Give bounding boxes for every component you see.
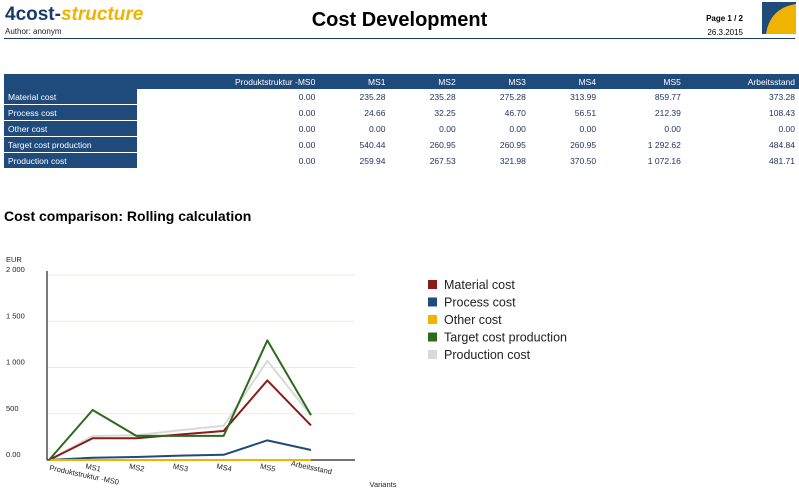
table-cell: 0.00: [459, 120, 530, 137]
table-cell: 267.53: [389, 152, 460, 169]
page-info: Page 1 / 2 26.3.2015: [706, 12, 743, 40]
table-cell: 0.00: [137, 120, 320, 137]
table-cell: 0.00: [389, 120, 460, 137]
x-tick-label: MS3: [172, 462, 189, 474]
chart-section-title: Cost comparison: Rolling calculation: [4, 208, 252, 224]
legend-label: Other cost: [444, 313, 502, 327]
author-label: Author: anonym: [5, 27, 62, 36]
table-cell: 373.28: [684, 89, 799, 105]
table-cell: 235.28: [319, 89, 390, 105]
x-tick-label: MS2: [128, 462, 145, 474]
brand-accent: structure: [60, 4, 144, 25]
cost-table: Produktstruktur -MS0 MS1 MS2 MS3 MS4 MS5…: [4, 74, 799, 169]
table-cell: 321.98: [459, 152, 530, 169]
table-cell: 1 292.62: [600, 136, 685, 153]
series-line-material-cost: [48, 379, 312, 461]
column-header: MS1: [319, 74, 390, 89]
legend-label: Target cost production: [444, 331, 567, 345]
table-corner-cell: [4, 74, 137, 89]
table-cell: 313.99: [529, 89, 601, 105]
table-cell: 0.00: [529, 120, 601, 137]
table-cell: 0.00: [137, 136, 320, 153]
legend-swatch: [428, 297, 437, 307]
table-cell: 0.00: [684, 120, 799, 137]
page-number: Page 1 / 2: [706, 14, 743, 23]
y-tick-label: 1 500: [6, 311, 25, 320]
table-cell: 0.00: [319, 120, 390, 137]
y-tick-label: 0.00: [6, 450, 21, 459]
legend-swatch: [428, 280, 437, 289]
table-row: Material cost 0.00 235.28 235.28 275.28 …: [4, 89, 799, 105]
table-cell: 859.77: [600, 89, 685, 105]
table-row: Production cost 0.00 259.94 267.53 321.9…: [4, 152, 799, 169]
legend-label: Material cost: [444, 278, 515, 292]
table-cell: 260.95: [389, 136, 460, 153]
column-header: MS4: [529, 74, 601, 89]
table-cell: 0.00: [137, 104, 320, 121]
table-cell: 56.51: [529, 104, 601, 121]
table-cell: 235.28: [389, 89, 460, 105]
x-tick-label: MS1: [85, 462, 102, 474]
legend-label: Process cost: [444, 296, 516, 310]
header-divider: [4, 38, 795, 39]
row-label: Process cost: [4, 104, 137, 121]
y-tick-label: 1 000: [6, 358, 25, 367]
company-logo-icon: [762, 2, 796, 34]
column-header: MS3: [459, 74, 530, 89]
series-line-target-cost-production: [48, 339, 312, 461]
row-label: Target cost production: [4, 136, 137, 153]
table-row: Target cost production 0.00 540.44 260.9…: [4, 136, 799, 153]
series-line-process-cost: [48, 439, 312, 461]
column-header: MS2: [389, 74, 460, 89]
series-line-production-cost: [48, 359, 312, 461]
brand-logo-text: 4cost-structure: [5, 4, 143, 26]
y-axis-unit-label: EUR: [6, 255, 22, 264]
y-tick-label: 500: [6, 404, 19, 413]
table-cell: 0.00: [600, 120, 685, 137]
x-tick-label: MS4: [216, 462, 233, 474]
table-row: Other cost 0.00 0.00 0.00 0.00 0.00 0.00…: [4, 120, 799, 137]
x-tick-label: Arbeitsstand: [290, 459, 333, 476]
legend-swatch: [428, 315, 437, 324]
table-cell: 24.66: [319, 104, 390, 121]
row-label: Other cost: [4, 120, 137, 137]
table-cell: 260.95: [459, 136, 530, 153]
cost-line-chart: EUR 0.00 500 1 000 1 500 2 000 Produktstruktur…: [6, 255, 567, 489]
table-cell: 275.28: [459, 89, 530, 105]
table-cell: 32.25: [389, 104, 460, 121]
table-cell: 484.84: [684, 136, 799, 153]
row-label: Material cost: [4, 89, 137, 105]
table-cell: 370.50: [529, 152, 601, 169]
document-date: 26.3.2015: [707, 28, 743, 37]
table-row: Process cost 0.00 24.66 32.25 46.70 56.5…: [4, 104, 799, 121]
row-label: Production cost: [4, 152, 137, 169]
table-cell: 46.70: [459, 104, 530, 121]
table-cell: 1 072.16: [600, 152, 685, 169]
table-cell: 259.94: [319, 152, 390, 169]
table-cell: 0.00: [137, 89, 320, 105]
table-cell: 540.44: [319, 136, 390, 153]
column-header: MS5: [600, 74, 685, 89]
x-axis-title: Variants: [370, 480, 397, 489]
page-title: Cost Development: [311, 9, 488, 31]
brand-main: 4cost-: [5, 4, 61, 25]
x-tick-label: Produktstruktur -MS0: [49, 463, 120, 487]
table-cell: 260.95: [529, 136, 601, 153]
column-header: Produktstruktur -MS0: [137, 74, 320, 89]
table-header-row: Produktstruktur -MS0 MS1 MS2 MS3 MS4 MS5…: [4, 74, 799, 89]
table-cell: 0.00: [137, 152, 320, 169]
table-cell: 481.71: [684, 152, 799, 169]
table-cell: 212.39: [600, 104, 685, 121]
table-cell: 108.43: [684, 104, 799, 121]
legend-label: Production cost: [444, 348, 531, 362]
y-tick-label: 2 000: [6, 265, 25, 274]
x-tick-label: MS5: [259, 462, 276, 474]
legend-swatch: [428, 350, 437, 359]
legend-swatch: [428, 332, 437, 342]
column-header: Arbeitsstand: [684, 74, 799, 89]
